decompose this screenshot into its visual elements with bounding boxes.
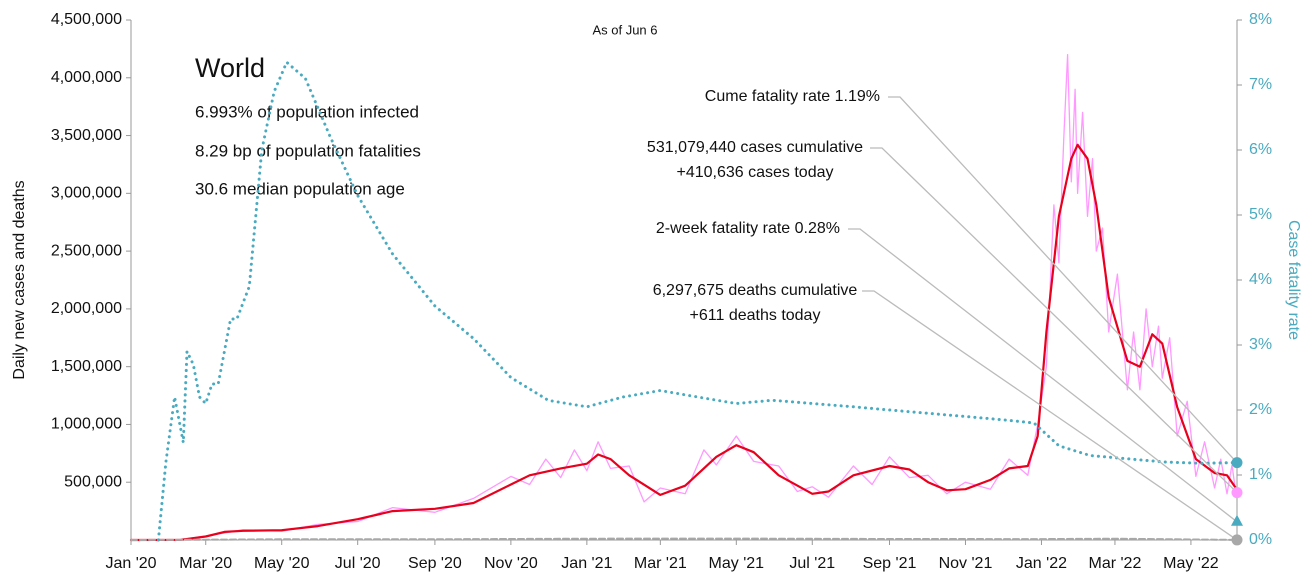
- y-tick-label: 4,500,000: [51, 11, 122, 28]
- annotation-text: 2-week fatality rate 0.28%: [656, 220, 840, 237]
- x-tick-label: Nov '20: [484, 555, 538, 572]
- y-tick-label: 2,500,000: [51, 242, 122, 259]
- series-line: [129, 143, 1237, 542]
- subtitle: As of Jun 6: [592, 22, 657, 37]
- x-tick-label: Jan '20: [105, 555, 156, 572]
- annotation-text: +611 deaths today: [690, 307, 821, 324]
- y-tick-label: 1,500,000: [51, 358, 122, 375]
- end-marker: [1231, 514, 1243, 526]
- y2-tick-label: 3%: [1249, 336, 1272, 353]
- inset-line: 30.6 median population age: [195, 179, 405, 198]
- x-tick-label: Mar '22: [1089, 555, 1142, 572]
- y2-tick-label: 2%: [1249, 401, 1272, 418]
- end-marker: [1231, 487, 1243, 499]
- y-tick-label: 3,500,000: [51, 127, 122, 144]
- y2-tick-label: 4%: [1249, 271, 1272, 288]
- x-tick-label: Mar '20: [179, 555, 232, 572]
- leader-line: [888, 96, 1238, 464]
- series-line: [130, 54, 1237, 541]
- leader-line: [848, 228, 1238, 523]
- x-tick-label: Nov '21: [939, 555, 993, 572]
- y-tick-label: 500,000: [64, 473, 122, 490]
- x-tick-label: Sep '21: [863, 555, 917, 572]
- y2-tick-label: 1%: [1249, 466, 1272, 483]
- x-tick-label: Jul '20: [335, 555, 381, 572]
- series-line: [156, 60, 1238, 542]
- y-tick-label: 4,000,000: [51, 69, 122, 86]
- x-tick-label: Sep '20: [408, 555, 462, 572]
- y2-tick-label: 0%: [1249, 531, 1272, 548]
- x-tick-label: Jan '21: [561, 555, 612, 572]
- y-tick-label: 1,000,000: [51, 416, 122, 433]
- inset-title: World: [195, 53, 265, 83]
- x-tick-label: Jan '22: [1016, 555, 1067, 572]
- x-tick-label: Jul '21: [789, 555, 835, 572]
- x-tick-label: Mar '21: [634, 555, 687, 572]
- end-marker: [1231, 457, 1243, 469]
- x-tick-label: May '20: [254, 555, 310, 572]
- inset-line: 6.993% of population infected: [195, 102, 419, 121]
- annotation-text: 531,079,440 cases cumulative: [647, 139, 863, 156]
- leader-line: [870, 147, 1238, 494]
- series-line: [130, 537, 1237, 541]
- x-tick-label: May '21: [709, 555, 765, 572]
- inset-line: 8.29 bp of population fatalities: [195, 141, 421, 160]
- y2-tick-label: 5%: [1249, 206, 1272, 223]
- x-tick-label: May '22: [1163, 555, 1219, 572]
- y2-axis-label: Case fatality rate: [1285, 220, 1302, 340]
- annotation-text: 6,297,675 deaths cumulative: [653, 282, 858, 299]
- y2-tick-label: 6%: [1249, 141, 1272, 158]
- y2-tick-label: 7%: [1249, 76, 1272, 93]
- y-tick-label: 2,000,000: [51, 300, 122, 317]
- annotation-text: Cume fatality rate 1.19%: [705, 88, 880, 105]
- y-axis-label: Daily new cases and deaths: [11, 180, 28, 379]
- end-marker: [1231, 534, 1243, 546]
- y-tick-label: 3,000,000: [51, 185, 122, 202]
- y2-tick-label: 8%: [1249, 11, 1272, 28]
- leader-line: [862, 290, 1238, 541]
- annotation-text: +410,636 cases today: [676, 164, 833, 181]
